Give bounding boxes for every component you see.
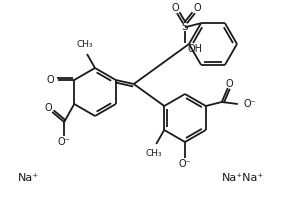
Text: S: S [182, 22, 188, 32]
Text: O: O [44, 103, 52, 113]
Text: O: O [46, 75, 54, 85]
Text: CH₃: CH₃ [146, 149, 163, 158]
Text: O: O [171, 3, 179, 13]
Text: O⁻: O⁻ [244, 99, 256, 109]
Text: O⁻: O⁻ [178, 159, 191, 169]
Text: O⁻: O⁻ [58, 137, 70, 147]
Text: O: O [226, 79, 234, 89]
Text: Na⁺Na⁺: Na⁺Na⁺ [222, 173, 264, 183]
Text: O: O [193, 3, 201, 13]
Text: Na⁺: Na⁺ [18, 173, 39, 183]
Text: OH: OH [188, 44, 203, 54]
Text: CH₃: CH₃ [77, 40, 93, 49]
